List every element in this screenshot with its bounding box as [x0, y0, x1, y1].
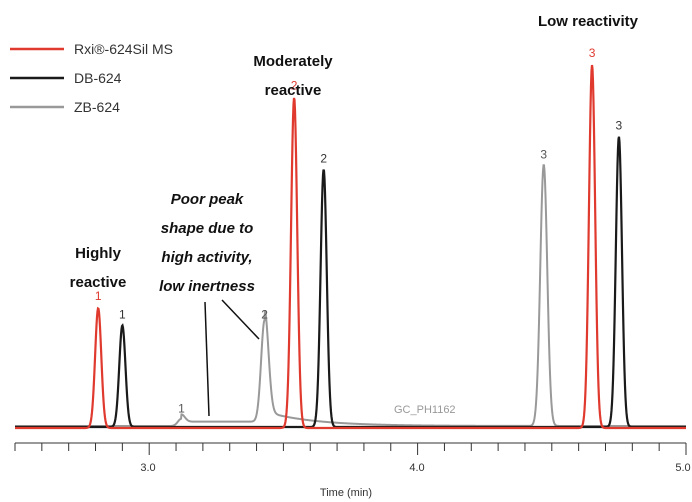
peak-label-db624-3: 3: [616, 119, 623, 133]
trace-rxi: [15, 64, 686, 430]
peak-label-rxi-3: 3: [589, 46, 596, 60]
x-axis: 3.0 4.0 5.0 Time (min): [14, 442, 691, 499]
watermark-code: GC_PH1162: [394, 404, 456, 416]
legend: Rxi®-624Sil MS DB-624 ZB-624: [10, 41, 173, 115]
peak-label-db624-1: 1: [119, 307, 126, 321]
peak-labels: 1 2 3 1 2 3 1 2 3: [95, 46, 623, 416]
x-ticks: [14, 443, 687, 455]
annotation-moderately-reactive-line2: reactive: [265, 82, 322, 99]
legend-label-db624: DB-624: [74, 70, 122, 86]
legend-label-rxi: Rxi®-624Sil MS: [74, 41, 173, 57]
annotation-poor-peak-line2: shape due to: [161, 220, 254, 237]
annotations: Highly reactive Poor peak shape due to h…: [70, 13, 639, 417]
x-tick-label-3: 3.0: [140, 462, 155, 474]
x-tick-label-5: 5.0: [675, 462, 690, 474]
legend-label-zb624: ZB-624: [74, 99, 120, 115]
traces: [15, 64, 686, 430]
annotation-moderately-reactive-line1: Moderately: [253, 53, 333, 70]
peak-label-zb624-1: 1: [178, 402, 185, 416]
x-tick-label-4: 4.0: [409, 462, 424, 474]
annotation-highly-reactive-line1: Highly: [75, 245, 121, 262]
peak-label-rxi-1: 1: [95, 289, 102, 303]
peak-label-zb624-2: 2: [261, 307, 268, 321]
annotation-poor-peak-line1: Poor peak: [171, 191, 244, 208]
annotation-poor-peak-line3: high activity,: [161, 249, 252, 266]
annotation-highly-reactive-line2: reactive: [70, 274, 127, 291]
annotation-pointer-1: [204, 301, 210, 417]
annotation-poor-peak-line4: low inertness: [159, 278, 255, 295]
x-axis-title: Time (min): [320, 487, 372, 499]
peak-label-rxi-2: 2: [291, 79, 298, 93]
annotation-pointer-2: [221, 299, 260, 340]
peak-label-zb624-3: 3: [540, 148, 547, 162]
peak-label-db624-2: 2: [320, 151, 327, 165]
annotation-low-reactivity: Low reactivity: [538, 13, 639, 30]
